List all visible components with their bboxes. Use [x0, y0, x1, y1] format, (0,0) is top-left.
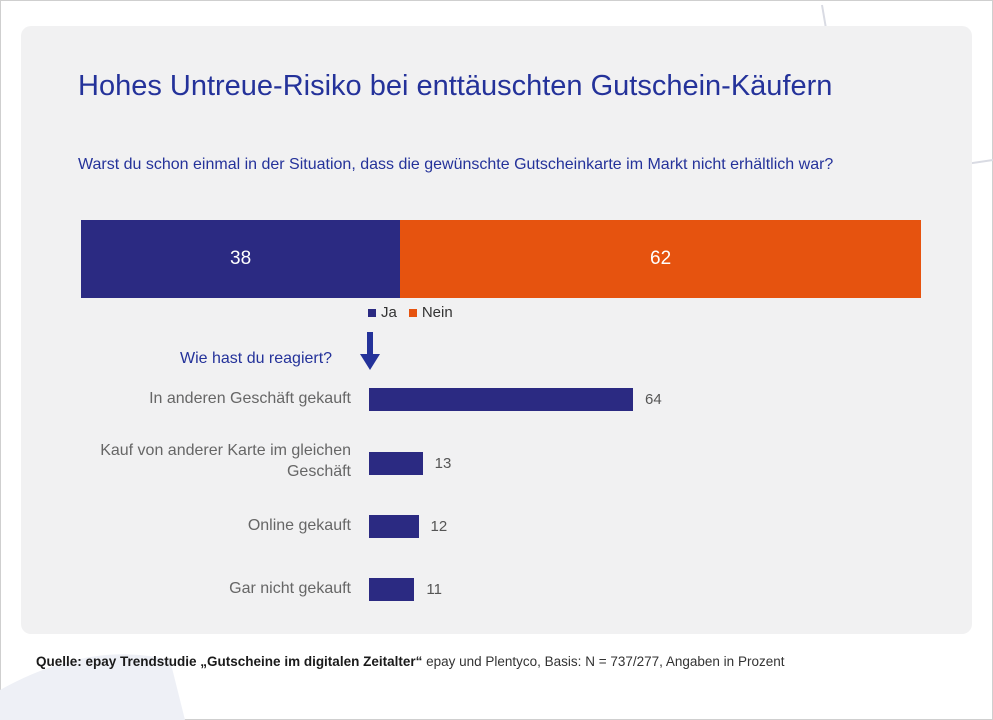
legend-label-ja: Ja: [381, 304, 397, 321]
legend-item-nein: Nein: [408, 304, 453, 321]
source-details: epay und Plentyco, Basis: N = 737/277, A…: [422, 654, 785, 669]
data-label-nein: 62: [650, 248, 672, 269]
category-label: Gar nicht gekauft: [229, 580, 351, 597]
bar: [369, 515, 419, 538]
slide-title: Hohes Untreue-Risiko bei enttäuschten Gu…: [78, 70, 833, 102]
data-label: 12: [430, 518, 448, 535]
bar: [369, 388, 633, 411]
legend-item-ja: Ja: [368, 304, 397, 321]
stacked-bar: 38 62: [81, 220, 921, 298]
data-label: 11: [426, 581, 442, 598]
content-card: [21, 26, 972, 634]
follow-up-question: Wie hast du reagiert?: [180, 350, 333, 367]
category-label: In anderen Geschäft gekauft: [149, 390, 351, 407]
bar: [369, 452, 423, 475]
legend-label-nein: Nein: [421, 304, 453, 321]
bar-segment-nein: 62: [400, 220, 921, 298]
bar-segment-ja: 38: [81, 220, 401, 298]
legend-swatch-ja: [368, 308, 376, 317]
legend-swatch-nein: [408, 308, 417, 317]
category-label: Kauf von anderer Karte im gleichen Gesch…: [100, 442, 351, 480]
source-note: Quelle: epay Trendstudie „Gutscheine im …: [36, 654, 784, 669]
source-prefix: Quelle: epay Trendstudie „Gutscheine im …: [36, 654, 423, 669]
survey-question: Warst du schon einmal in der Situation, …: [78, 156, 834, 173]
legend: Ja Nein: [368, 304, 465, 321]
data-label: 13: [434, 455, 452, 472]
data-label-ja: 38: [230, 248, 252, 269]
data-label: 64: [645, 391, 662, 408]
bar: [369, 578, 415, 601]
category-label: Online gekauft: [247, 517, 351, 534]
arrow-down-icon: [360, 332, 380, 370]
